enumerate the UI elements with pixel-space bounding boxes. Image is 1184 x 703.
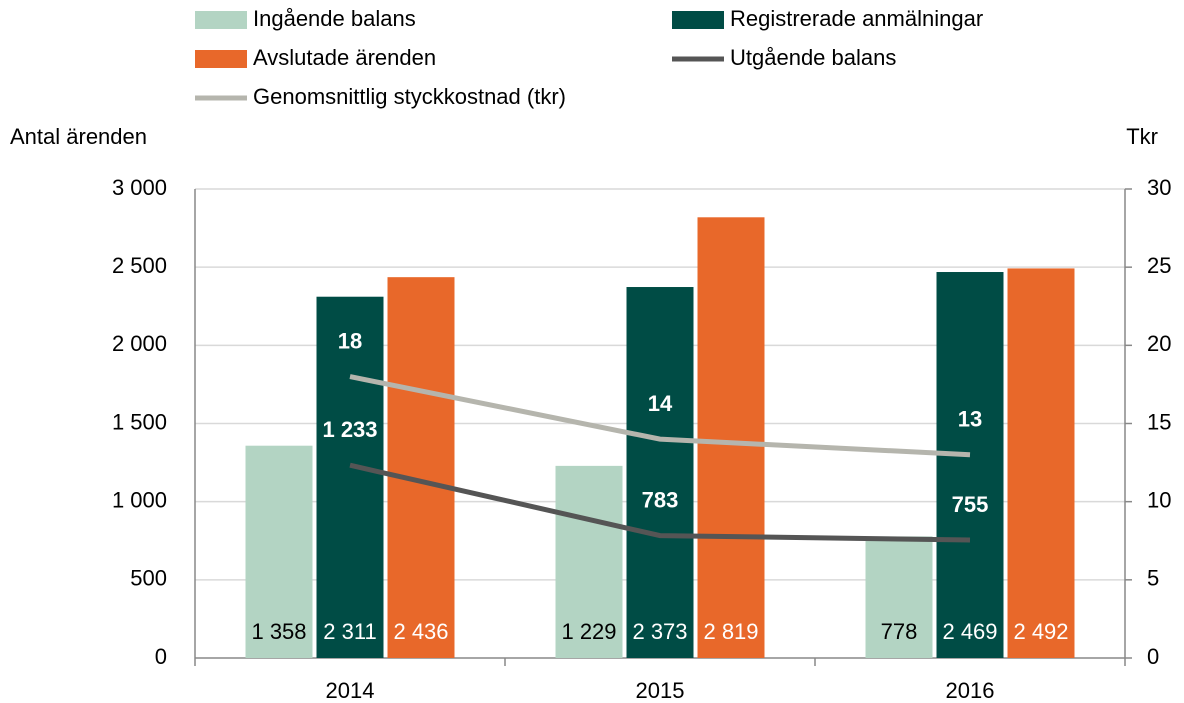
- bar: [626, 287, 694, 658]
- bar-value-label: 2 819: [703, 619, 758, 644]
- bar-value-label: 2 311: [323, 619, 376, 644]
- bar-value-label: 2 492: [1013, 619, 1068, 644]
- bar-value-label: 1 229: [561, 619, 616, 644]
- bar: [1007, 268, 1075, 658]
- x-tick-label: 2014: [326, 678, 375, 703]
- line-value-label: 18: [338, 328, 362, 353]
- bar-value-label: 2 373: [632, 619, 687, 644]
- bar: [316, 296, 384, 658]
- legend-swatch: [195, 50, 247, 68]
- x-tick-label: 2016: [946, 678, 995, 703]
- line-value-label: 783: [642, 487, 679, 512]
- legend-swatch: [195, 11, 247, 29]
- bar-value-label: 2 469: [942, 619, 997, 644]
- bar: [865, 536, 933, 658]
- y2-tick-label: 30: [1147, 175, 1171, 200]
- legend-label: Ingående balans: [253, 6, 416, 31]
- x-tick-label: 2015: [636, 678, 685, 703]
- bar: [387, 277, 455, 658]
- line-value-label: 14: [648, 391, 673, 416]
- line-value-label: 13: [958, 407, 982, 432]
- legend-label: Genomsnittlig styckkostnad (tkr): [253, 84, 566, 109]
- y-tick-label: 1 500: [112, 409, 167, 434]
- y-tick-label: 2 500: [112, 253, 167, 278]
- y2-tick-label: 0: [1147, 644, 1159, 669]
- legend-label: Avslutade ärenden: [253, 45, 436, 70]
- legend-label: Utgående balans: [730, 45, 896, 70]
- line-value-label: 755: [952, 492, 989, 517]
- bar: [555, 465, 623, 658]
- y-tick-label: 500: [130, 566, 167, 591]
- y2-axis-label: Tkr: [1126, 124, 1158, 149]
- bar: [697, 217, 765, 658]
- bar-value-label: 1 358: [251, 619, 306, 644]
- line: [349, 374, 971, 458]
- y-tick-label: 3 000: [112, 175, 167, 200]
- y-tick-label: 2 000: [112, 331, 167, 356]
- y2-tick-label: 20: [1147, 331, 1171, 356]
- y-tick-label: 1 000: [112, 487, 167, 512]
- bar: [245, 445, 313, 658]
- y2-tick-label: 10: [1147, 487, 1171, 512]
- bar-value-label: 778: [881, 619, 918, 644]
- bar-value-label: 2 436: [393, 619, 448, 644]
- y2-tick-label: 25: [1147, 253, 1171, 278]
- y2-tick-label: 15: [1147, 409, 1171, 434]
- y2-tick-label: 5: [1147, 566, 1159, 591]
- legend-label: Registrerade anmälningar: [730, 6, 983, 31]
- y-axis-label: Antal ärenden: [10, 124, 147, 149]
- legend-swatch: [672, 11, 724, 29]
- line-value-label: 1 233: [322, 417, 377, 442]
- line: [349, 462, 971, 543]
- y-tick-label: 0: [155, 644, 167, 669]
- bar: [936, 272, 1004, 658]
